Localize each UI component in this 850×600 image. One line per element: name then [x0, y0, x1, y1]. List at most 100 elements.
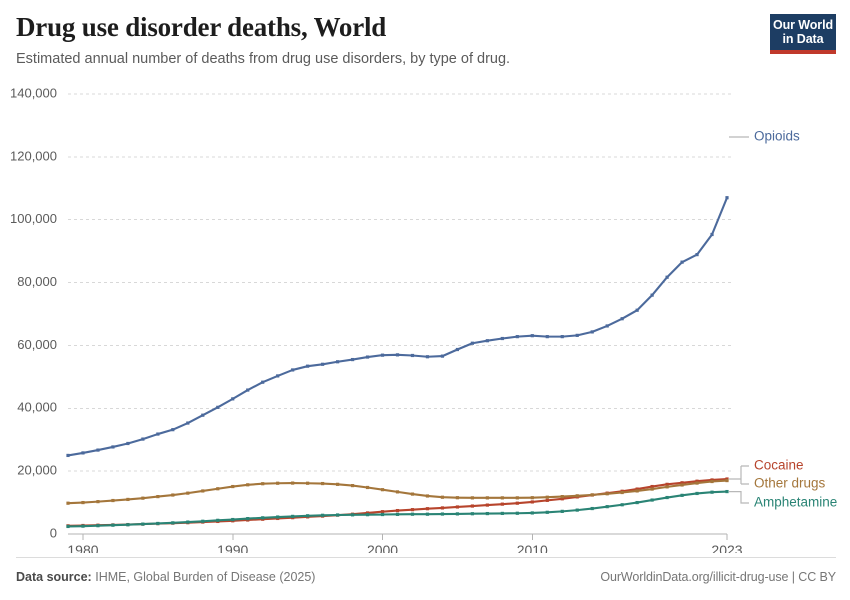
series-line-cocaine[interactable] — [66, 477, 729, 527]
x-axis-tick-label: 2010 — [517, 542, 548, 553]
series-point — [66, 524, 70, 529]
y-axis-tick-label: 140,000 — [10, 85, 57, 100]
series-point — [440, 495, 445, 499]
series-point — [395, 353, 400, 357]
y-axis-tick-label: 0 — [50, 525, 57, 540]
series-point — [410, 512, 415, 516]
series-point — [201, 489, 205, 493]
series-point — [710, 490, 714, 494]
source-url-license[interactable]: OurWorldinData.org/illicit-drug-use | CC… — [600, 570, 836, 584]
series-point — [141, 522, 145, 526]
series-point — [650, 484, 654, 489]
series-point — [410, 492, 415, 496]
chart-footer: Data source: IHME, Global Burden of Dise… — [16, 557, 836, 588]
series-point — [141, 437, 145, 441]
plot-area: 0 20,000 40,000 60,000 80,000 100,000 120,000 1… — [0, 78, 850, 553]
series-point — [321, 481, 325, 486]
series-point — [216, 518, 220, 522]
series-point — [216, 405, 220, 409]
series-point — [440, 512, 445, 516]
series-point — [680, 260, 684, 264]
series-point — [111, 498, 115, 503]
series-point — [335, 360, 340, 364]
series-point — [291, 368, 295, 372]
owid-logo[interactable]: Our World in Data — [770, 14, 836, 54]
series-point — [455, 347, 460, 352]
series-point — [156, 432, 160, 436]
series-point — [440, 506, 445, 510]
series-point — [470, 496, 474, 500]
series-point — [425, 494, 430, 498]
series-point — [306, 364, 310, 368]
series-point — [231, 397, 235, 401]
series-point — [545, 335, 549, 339]
series-point — [66, 501, 70, 505]
legend-label-other-drugs[interactable]: Other drugs — [754, 476, 826, 491]
series-point — [171, 493, 175, 497]
page-title: Drug use disorder deaths, World — [16, 12, 387, 42]
series-point — [186, 421, 190, 425]
series-point — [350, 513, 355, 517]
series-point — [425, 507, 430, 511]
series-point — [126, 523, 130, 527]
series-point — [291, 514, 295, 518]
series-point — [605, 492, 609, 496]
series-point — [485, 496, 489, 500]
series-point — [246, 517, 250, 521]
series-point — [635, 489, 639, 493]
y-axis-tick-label: 120,000 — [10, 148, 57, 163]
series-point — [276, 481, 280, 485]
series-point — [665, 482, 669, 486]
y-axis-tick-label: 80,000 — [17, 274, 57, 289]
series-point — [201, 413, 205, 417]
series-point — [650, 293, 654, 297]
series-point — [560, 335, 564, 339]
series-point — [66, 453, 70, 458]
series-point — [470, 512, 474, 516]
series-point — [365, 485, 370, 490]
series-point — [96, 524, 100, 528]
series-line-opioids[interactable] — [66, 196, 729, 457]
series-point — [96, 500, 100, 504]
series-point — [141, 496, 145, 500]
series-point — [515, 335, 519, 339]
series-point — [246, 483, 250, 487]
series-point — [680, 493, 684, 497]
series-point — [216, 487, 220, 491]
data-source-label: Data source: — [16, 570, 92, 584]
series-point — [81, 451, 85, 455]
series-point — [425, 355, 430, 359]
series-point — [186, 520, 190, 524]
series-point — [575, 333, 579, 337]
series-point — [515, 501, 519, 505]
legend-label-cocaine[interactable]: Cocaine — [754, 458, 804, 473]
series-point — [455, 512, 460, 516]
x-axis-tick-label: 1990 — [217, 542, 248, 553]
series-point — [335, 482, 340, 486]
series-point — [365, 511, 370, 515]
y-axis-tick-label: 60,000 — [17, 337, 57, 352]
series-point — [665, 485, 669, 489]
chart-header: Drug use disorder deaths, World Estimate… — [16, 12, 756, 68]
series-point — [500, 511, 504, 516]
series-point — [126, 497, 130, 502]
series-point — [575, 508, 579, 512]
series-point — [81, 500, 85, 505]
series-point — [680, 481, 684, 485]
series-point — [440, 354, 445, 358]
series-point — [605, 505, 609, 509]
series-point — [171, 521, 175, 525]
series-point — [620, 317, 624, 321]
series-point — [530, 500, 534, 504]
y-axis-tick-label: 20,000 — [17, 463, 57, 478]
legend-label-amphetamine[interactable]: Amphetamine — [754, 495, 837, 510]
series-point — [545, 495, 549, 499]
series-point — [530, 511, 534, 515]
series-point — [455, 505, 460, 509]
series-point — [665, 495, 669, 500]
series-point — [680, 483, 684, 487]
series-point — [156, 521, 160, 526]
legend-label-opioids[interactable]: Opioids — [754, 129, 800, 144]
series-point — [515, 511, 519, 515]
series-point — [231, 517, 235, 522]
